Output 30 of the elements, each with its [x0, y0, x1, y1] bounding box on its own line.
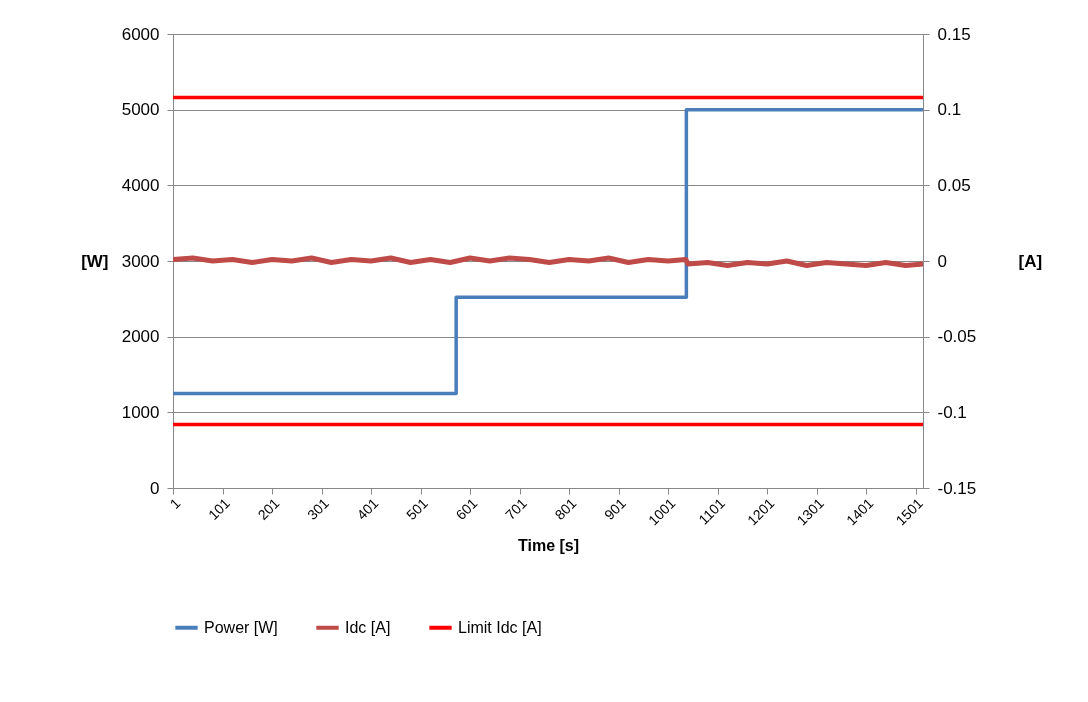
y-tick-label: 2000: [121, 327, 160, 347]
legend-label: Idc [A]: [345, 618, 391, 636]
y-axis-title: [W]: [81, 251, 109, 271]
x-tick-label: 901: [601, 494, 630, 523]
x-tick-label: 401: [353, 494, 382, 523]
x-tick-label: 1: [166, 494, 184, 512]
y2-tick-label: -0.05: [937, 327, 977, 347]
y-tick-label: 6000: [121, 24, 160, 44]
y-tick-label: 1000: [121, 402, 160, 422]
y2-tick-label: 0.1: [937, 100, 962, 120]
y-tick-label: 5000: [121, 100, 160, 120]
y-tick-label: 3000: [121, 251, 160, 271]
x-tick-label: 701: [502, 494, 531, 523]
y2-tick-label: -0.15: [937, 478, 977, 498]
legend-label: Limit Idc [A]: [458, 618, 542, 636]
x-axis-title: Time [s]: [517, 537, 580, 555]
y2-tick-label: -0.1: [937, 402, 967, 422]
x-tick-label: 201: [254, 494, 283, 523]
y-tick-label: 0: [150, 478, 160, 498]
y2-tick-label: 0.15: [937, 24, 971, 44]
x-tick-label: 501: [403, 494, 432, 523]
x-tick-label: 301: [304, 494, 333, 523]
y2-tick-label: 0: [937, 251, 947, 271]
x-tick-label: 601: [452, 494, 481, 523]
legend-label: Power [W]: [204, 618, 278, 636]
y2-axis-title: [A]: [1018, 251, 1043, 271]
x-tick-label: 801: [551, 494, 580, 523]
x-tick-label: 101: [205, 494, 234, 523]
y2-tick-label: 0.05: [937, 175, 971, 195]
y-tick-label: 4000: [121, 175, 160, 195]
